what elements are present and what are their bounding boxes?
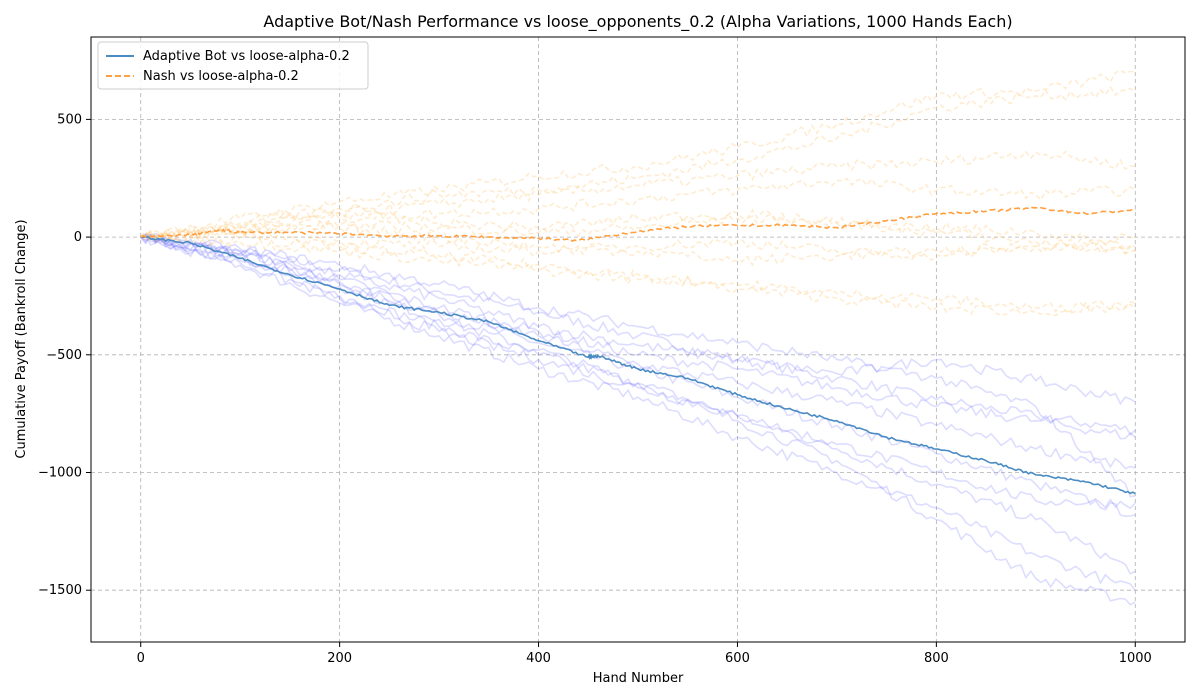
background-run-adaptive: [140, 233, 1136, 591]
legend-box: [97, 41, 369, 90]
background-runs: [140, 69, 1136, 606]
x-tick-label: 400: [526, 651, 551, 666]
background-run-adaptive: [140, 232, 1136, 436]
background-run-adaptive: [140, 232, 1136, 498]
background-run-nash: [140, 85, 1136, 240]
background-run-nash: [140, 221, 1136, 267]
background-run-nash: [140, 227, 1136, 262]
background-run-nash: [140, 150, 1136, 240]
background-run-adaptive: [140, 233, 1136, 470]
background-run-nash: [140, 213, 1136, 252]
y-tick-label: −1000: [38, 466, 82, 481]
background-run-nash: [140, 231, 1136, 317]
background-run-nash: [140, 208, 1136, 256]
x-tick-label: 800: [924, 651, 949, 666]
y-tick-label: −1500: [38, 583, 82, 598]
x-tick-label: 1000: [1119, 651, 1152, 666]
grid: [91, 37, 1185, 642]
x-tick-label: 200: [327, 651, 352, 666]
background-run-nash: [140, 177, 1136, 240]
series-adaptive-line: [140, 235, 1136, 495]
y-axis-label: Cumulative Payoff (Bankroll Change): [14, 219, 29, 458]
background-run-nash: [140, 69, 1136, 240]
background-run-adaptive: [140, 232, 1136, 575]
y-tick-label: 500: [57, 112, 82, 127]
background-run-adaptive: [140, 235, 1136, 510]
x-tick-label: 0: [137, 651, 145, 666]
axis-ticks: 0 200 400 600 800 1000 −1500 −1000 −500 0 500: [38, 112, 1152, 666]
legend-label-nash: Nash vs loose-alpha-0.2: [143, 69, 299, 84]
y-tick-label: −500: [46, 348, 82, 363]
legend-label-adaptive: Adaptive Bot vs loose-alpha-0.2: [143, 49, 350, 64]
series-lines: [140, 206, 1136, 495]
series-nash-line: [140, 206, 1136, 243]
x-axis-label: Hand Number: [593, 671, 684, 686]
plot-frame: [90, 36, 1186, 643]
y-tick-label: 0: [74, 230, 82, 245]
background-run-adaptive: [140, 236, 1136, 406]
background-run-adaptive: [140, 235, 1136, 606]
legend: Adaptive Bot vs loose-alpha-0.2 Nash vs …: [97, 41, 369, 90]
background-run-nash: [140, 231, 1136, 315]
x-tick-label: 600: [725, 651, 750, 666]
background-run-adaptive: [140, 236, 1136, 440]
chart-title: Adaptive Bot/Nash Performance vs loose_o…: [263, 12, 1012, 32]
